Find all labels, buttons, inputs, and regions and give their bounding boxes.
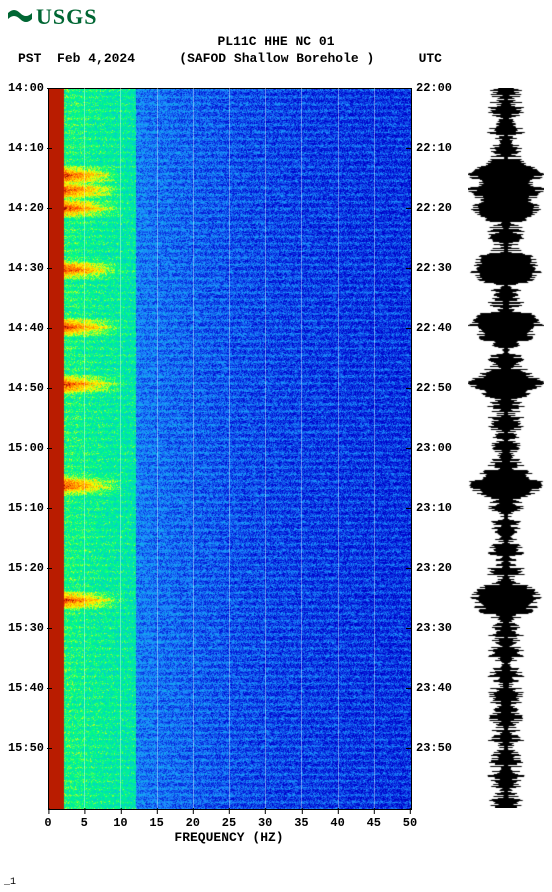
y-right-label: 23:50: [416, 741, 452, 755]
waveform-panel: [468, 88, 544, 808]
x-tick-label: 30: [258, 812, 272, 830]
x-tick-label: 5: [81, 812, 88, 830]
header-station: (SAFOD Shallow Borehole ): [179, 51, 374, 68]
x-tick-label: 40: [330, 812, 344, 830]
y-left-label: 15:20: [8, 561, 44, 575]
y-left-label: 15:40: [8, 681, 44, 695]
x-tick-label: 20: [186, 812, 200, 830]
usgs-text: USGS: [36, 4, 97, 30]
waveform-canvas: [468, 88, 544, 808]
x-tick-label: 15: [149, 812, 163, 830]
y-axis-left-pst: 14:0014:1014:2014:3014:4014:5015:0015:10…: [0, 88, 46, 808]
y-right-label: 22:20: [416, 201, 452, 215]
x-tick-label: 25: [222, 812, 236, 830]
x-tick-label: 10: [113, 812, 127, 830]
y-left-label: 14:10: [8, 141, 44, 155]
y-right-label: 22:00: [416, 81, 452, 95]
y-right-label: 22:50: [416, 381, 452, 395]
y-right-label: 22:30: [416, 261, 452, 275]
y-right-label: 23:40: [416, 681, 452, 695]
y-right-label: 23:30: [416, 621, 452, 635]
y-left-label: 14:50: [8, 381, 44, 395]
tz-left: PST: [18, 51, 41, 66]
y-left-label: 14:40: [8, 321, 44, 335]
y-left-label: 15:00: [8, 441, 44, 455]
y-left-label: 14:00: [8, 81, 44, 95]
spectrogram-chart: [48, 88, 410, 808]
y-right-label: 23:10: [416, 501, 452, 515]
header-date: Feb 4,2024: [57, 51, 135, 66]
spectrogram-canvas: [48, 88, 412, 810]
tz-right: UTC: [419, 51, 442, 68]
y-right-label: 22:40: [416, 321, 452, 335]
header-line1: PL11C HHE NC 01: [0, 34, 552, 51]
y-right-label: 23:20: [416, 561, 452, 575]
y-right-label: 22:10: [416, 141, 452, 155]
x-axis-ticks: 05101520253035404550: [48, 812, 410, 832]
x-tick-label: 0: [44, 812, 51, 830]
x-axis-label: FREQUENCY (HZ): [48, 830, 410, 845]
x-tick-label: 50: [403, 812, 417, 830]
y-left-label: 15:50: [8, 741, 44, 755]
y-left-label: 14:30: [8, 261, 44, 275]
x-tick-label: 45: [367, 812, 381, 830]
y-left-label: 15:10: [8, 501, 44, 515]
chart-header: PL11C HHE NC 01 PST Feb 4,2024 (SAFOD Sh…: [0, 34, 552, 68]
y-left-label: 14:20: [8, 201, 44, 215]
y-left-label: 15:30: [8, 621, 44, 635]
y-right-label: 23:00: [416, 441, 452, 455]
usgs-wave-icon: [8, 7, 32, 27]
x-tick-label: 35: [294, 812, 308, 830]
usgs-logo: USGS: [8, 4, 97, 30]
footer-version: _1: [4, 877, 16, 888]
y-axis-right-utc: 22:0022:1022:2022:3022:4022:5023:0023:10…: [412, 88, 462, 808]
